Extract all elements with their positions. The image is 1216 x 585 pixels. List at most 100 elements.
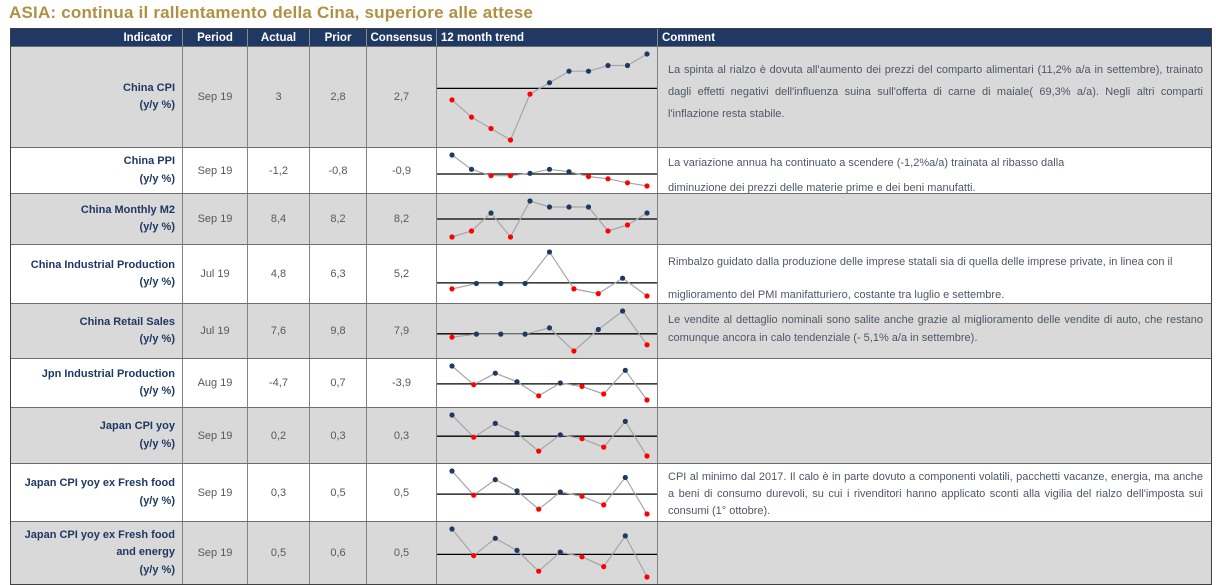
table-row-japan-cpi-ex-fresh-food-energy: Japan CPI yoy ex Fresh food and energy (…: [11, 521, 1211, 584]
col-header-consensus: Consensus: [367, 29, 437, 46]
indicator-unit: (y/y %): [139, 563, 175, 576]
indicator-unit: (y/y %): [139, 494, 175, 507]
actual-cell: 8,4: [248, 194, 310, 244]
actual-cell: -1,2: [248, 148, 310, 193]
indicator-name: China Monthly M2: [80, 203, 175, 216]
prior-cell: 0,3: [310, 408, 367, 463]
table-row-china-ppi: China PPI (y/y %) Sep 19 -1,2 -0,8 -0,9 …: [11, 147, 1211, 193]
period-cell: Sep 19: [183, 408, 248, 463]
table-row-china-m2: China Monthly M2 (y/y %) Sep 19 8,4 8,2 …: [11, 193, 1211, 244]
sparkline-chart: [437, 468, 657, 517]
comment-cell: [658, 522, 1211, 584]
period-cell: Sep 19: [183, 464, 248, 521]
table-row-china-industrial-production: China Industrial Production (y/y %) Jul …: [11, 244, 1211, 303]
trend-sparkline: [437, 359, 658, 407]
comment-cell: [658, 359, 1211, 407]
indicator-name: Japan CPI yoy: [99, 420, 175, 433]
consensus-cell: 2,7: [367, 47, 437, 147]
indicator-unit: (y/y %): [139, 385, 175, 397]
table-row-china-cpi: China CPI (y/y %) Sep 19 3 2,8 2,7 La sp…: [11, 46, 1211, 147]
table-row-japan-industrial-production: Jpn Industrial Production (y/y %) Aug 19…: [11, 358, 1211, 407]
indicator-name: China CPI: [123, 81, 175, 94]
indicator-cell: Japan CPI yoy ex Fresh food (y/y %): [11, 464, 183, 521]
trend-sparkline: [437, 148, 658, 193]
period-cell: Sep 19: [183, 522, 248, 584]
actual-cell: 7,6: [248, 304, 310, 358]
prior-cell: 0,5: [310, 464, 367, 521]
indicator-cell: Japan CPI yoy (y/y %): [11, 408, 183, 463]
indicator-unit: (y/y %): [139, 172, 175, 185]
prior-cell: 0,7: [310, 359, 367, 407]
table-header-row: Indicator Period Actual Prior Consensus …: [11, 29, 1211, 46]
indicator-name: China PPI: [123, 155, 175, 168]
indicator-unit: (y/y %): [139, 276, 175, 288]
table-row-china-retail-sales: China Retail Sales (y/y %) Jul 19 7,6 9,…: [11, 303, 1211, 358]
indicators-table: Indicator Period Actual Prior Consensus …: [10, 28, 1212, 585]
indicator-cell: China Monthly M2 (y/y %): [11, 194, 183, 244]
period-cell: Sep 19: [183, 148, 248, 193]
indicator-cell: China Retail Sales (y/y %): [11, 304, 183, 358]
comment-cell: Rimbalzo guidato dalla produzione delle …: [668, 256, 1173, 301]
consensus-cell: -0,9: [367, 148, 437, 193]
comment-cell: [658, 408, 1211, 463]
sparkline-chart: [437, 526, 657, 580]
prior-cell: 9,8: [310, 304, 367, 358]
trend-sparkline: [437, 304, 658, 358]
consensus-cell: 0,5: [367, 522, 437, 584]
trend-sparkline: [437, 408, 658, 463]
consensus-cell: 5,2: [367, 245, 437, 303]
indicator-name: Jpn Industrial Production: [41, 367, 175, 380]
actual-cell: 3: [248, 47, 310, 147]
consensus-cell: -3,9: [367, 359, 437, 407]
period-cell: Jul 19: [183, 304, 248, 358]
consensus-cell: 0,3: [367, 408, 437, 463]
consensus-cell: 8,2: [367, 194, 437, 244]
trend-sparkline: [437, 194, 658, 244]
actual-cell: 0,2: [248, 408, 310, 463]
actual-cell: 0,3: [248, 464, 310, 521]
trend-sparkline: [437, 464, 658, 521]
col-header-period: Period: [183, 29, 248, 46]
col-header-indicator: Indicator: [11, 29, 183, 46]
indicator-name: China Retail Sales: [79, 315, 175, 328]
actual-cell: 4,8: [248, 245, 310, 303]
indicator-name: Japan CPI yoy ex Fresh food: [24, 477, 175, 490]
indicator-unit: (y/y %): [139, 333, 175, 345]
prior-cell: 2,8: [310, 47, 367, 147]
trend-sparkline: [437, 47, 658, 147]
col-header-prior: Prior: [310, 29, 367, 46]
indicator-cell: Japan CPI yoy ex Fresh food and energy (…: [11, 522, 183, 584]
table-row-japan-cpi-ex-fresh-food: Japan CPI yoy ex Fresh food (y/y %) Sep …: [11, 463, 1211, 521]
indicator-unit: (y/y %): [139, 221, 175, 233]
actual-cell: 0,5: [248, 522, 310, 584]
sparkline-chart: [437, 412, 657, 459]
indicator-cell: China PPI (y/y %): [11, 148, 183, 193]
indicator-cell: Jpn Industrial Production (y/y %): [11, 359, 183, 407]
table-row-japan-cpi: Japan CPI yoy (y/y %) Sep 19 0,2 0,3 0,3: [11, 407, 1211, 463]
prior-cell: 8,2: [310, 194, 367, 244]
period-cell: Sep 19: [183, 194, 248, 244]
comment-cell: Le vendite al dettaglio nominali sono sa…: [668, 314, 1203, 344]
trend-sparkline: [437, 245, 658, 303]
sparkline-chart: [437, 198, 657, 240]
indicator-name: Japan CPI yoy ex Fresh food and energy: [24, 529, 175, 559]
sparkline-chart: [437, 51, 657, 143]
period-cell: Aug 19: [183, 359, 248, 407]
consensus-cell: 0,5: [367, 464, 437, 521]
prior-cell: -0,8: [310, 148, 367, 193]
sparkline-chart: [437, 308, 657, 354]
comment-cell: CPI al minimo dal 2017. Il calo è in par…: [668, 471, 1203, 518]
indicator-cell: China Industrial Production (y/y %): [11, 245, 183, 303]
comment-cell: La variazione annua ha continuato a scen…: [668, 157, 1065, 193]
sparkline-chart: [437, 363, 657, 403]
comment-cell: La spinta al rialzo è dovuta all'aumento…: [668, 64, 1203, 120]
indicator-name: China Industrial Production: [30, 258, 175, 271]
col-header-comment: Comment: [662, 31, 716, 44]
indicator-unit: (y/y %): [139, 99, 175, 111]
consensus-cell: 7,9: [367, 304, 437, 358]
page-title: ASIA: continua il rallentamento della Ci…: [9, 3, 534, 22]
trend-sparkline: [437, 522, 658, 584]
col-header-actual: Actual: [248, 29, 310, 46]
prior-cell: 6,3: [310, 245, 367, 303]
indicator-cell: China CPI (y/y %): [11, 47, 183, 147]
